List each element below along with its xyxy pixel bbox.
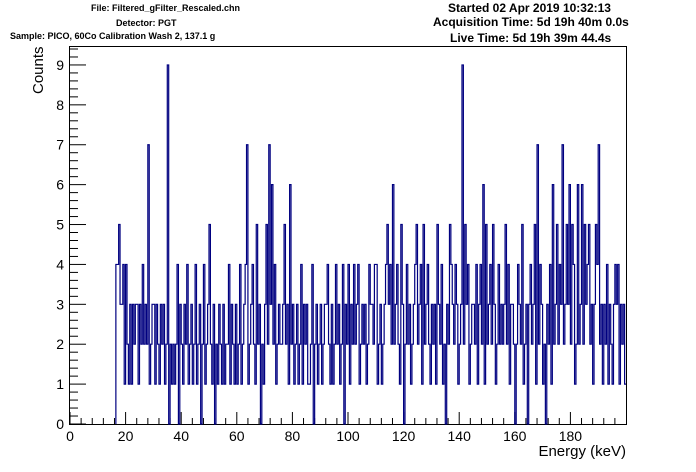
x-axis-title: Energy (keV) [538,443,626,460]
y-tick-label: 1 [56,376,64,392]
y-tick-label: 4 [56,256,64,272]
y-tick-label: 7 [56,137,64,153]
start-time-text: Started 02 Apr 2019 10:32:13 [448,1,611,15]
live-time-text: Live Time: 5d 19h 39m 44.4s [450,31,612,45]
x-tick-label: 60 [229,428,245,444]
detector-text: Detector: PGT [116,18,177,28]
x-tick-label: 20 [118,428,134,444]
x-tick-label: 180 [559,428,583,444]
y-tick-label: 9 [56,57,64,73]
plot-frame [69,46,627,425]
y-tick-label: 2 [56,336,64,352]
y-tick-label: 5 [56,217,64,233]
acquisition-time-text: Acquisition Time: 5d 19h 40m 0.0s [433,15,629,29]
y-tick-label: 3 [56,296,64,312]
x-tick-label: 160 [503,428,527,444]
y-tick-label: 8 [56,97,64,113]
sample-text: Sample: PICO, 60Co Calibration Wash 2, 1… [10,31,216,41]
x-tick-label: 140 [448,428,472,444]
x-tick-label: 0 [66,428,74,444]
y-axis-title: Counts [30,46,47,94]
file-name-text: File: Filtered_gFilter_Rescaled.chn [91,3,241,13]
spectrum-histogram-line [115,64,626,425]
y-tick-label: 6 [56,177,64,193]
x-tick-label: 40 [173,428,189,444]
x-tick-label: 120 [392,428,416,444]
x-tick-label: 80 [285,428,301,444]
x-tick-label: 100 [336,428,360,444]
y-tick-label: 0 [56,416,64,432]
